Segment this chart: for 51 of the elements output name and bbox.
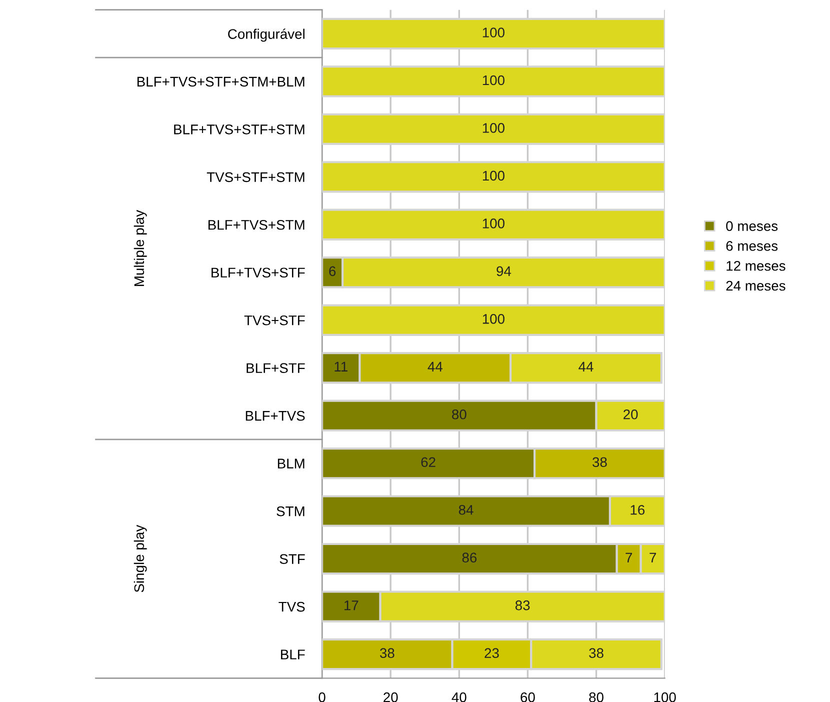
data-label: 7: [650, 552, 656, 562]
y-tick-label: BLM: [278, 458, 304, 468]
y-tick-label: TVS+STF+STM: [206, 172, 304, 182]
y-tick-label: BLF+TVS: [246, 410, 305, 421]
y-tick-label: BLF+TVS+STF: [212, 268, 305, 278]
data-label: 16: [630, 504, 645, 515]
y-tick-label: TVS: [278, 602, 305, 612]
y-tick-label: TVS+STF: [244, 315, 305, 326]
data-label: 23: [484, 648, 499, 658]
x-tick-label: 60: [520, 692, 535, 702]
data-label: 84: [458, 504, 474, 515]
data-label: 38: [592, 457, 607, 468]
data-label: 100: [482, 218, 504, 228]
legend-label: 24 meses: [726, 280, 786, 291]
data-label: 94: [496, 266, 512, 276]
data-label: 6: [329, 266, 336, 276]
data-label: 83: [515, 600, 530, 610]
data-label: 20: [624, 409, 638, 420]
data-label: 62: [421, 457, 436, 468]
y-tick-label: Configurável: [228, 28, 304, 42]
data-label: 11: [334, 362, 348, 372]
y-tick-label: BLF+STF: [246, 363, 305, 374]
y-tick-label: BLF+TVS+STM: [208, 220, 304, 230]
data-label: 44: [578, 362, 594, 372]
y-tick-label: STF: [280, 554, 305, 564]
data-label: 80: [452, 409, 466, 420]
y-tick-label: BLF+TVS+STF+STM: [174, 124, 304, 134]
data-label: 44: [428, 362, 442, 372]
data-label: 100: [482, 75, 504, 86]
legend-label: 0 meses: [726, 221, 778, 231]
text: Single play: [134, 524, 147, 592]
data-label: 38: [380, 648, 394, 658]
data-label: 100: [482, 170, 504, 181]
x-tick-label: 100: [654, 692, 676, 702]
data-label: 7: [626, 552, 632, 562]
x-tick-label: 80: [589, 692, 604, 702]
y-tick-label: BLF+TVS+STF+STM+BLM: [137, 76, 304, 87]
legend-label: 6 meses: [726, 241, 778, 251]
x-tick-label: 0: [318, 692, 326, 702]
text: Multiple play: [134, 210, 147, 286]
data-label: 100: [482, 314, 504, 324]
y-tick-label: BLF: [281, 650, 305, 660]
data-label: 100: [482, 123, 504, 133]
x-tick-label: 40: [452, 692, 466, 702]
data-label: 100: [482, 28, 504, 38]
data-label: 17: [344, 600, 358, 610]
data-label: 86: [462, 552, 477, 563]
x-tick-label: 20: [384, 692, 398, 702]
data-label: 38: [589, 648, 604, 658]
y-tick-label: STM: [276, 506, 304, 516]
legend-label: 12 meses: [726, 260, 786, 271]
